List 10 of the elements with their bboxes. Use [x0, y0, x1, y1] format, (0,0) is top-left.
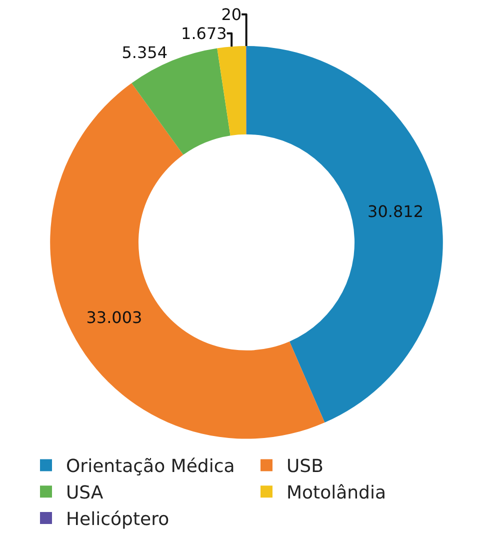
data-label: 1.673: [181, 24, 227, 43]
data-label: 30.812: [368, 202, 424, 221]
data-label: 5.354: [122, 42, 168, 62]
data-label: 33.003: [86, 308, 142, 328]
legend-label: USA: [66, 482, 104, 504]
legend-label: USB: [286, 456, 324, 478]
data-label: 20: [221, 4, 242, 24]
legend-label: Motolândia: [286, 482, 386, 504]
legend-label: Orientação Médica: [66, 456, 235, 478]
legend-label: Helicóptero: [66, 509, 170, 530]
